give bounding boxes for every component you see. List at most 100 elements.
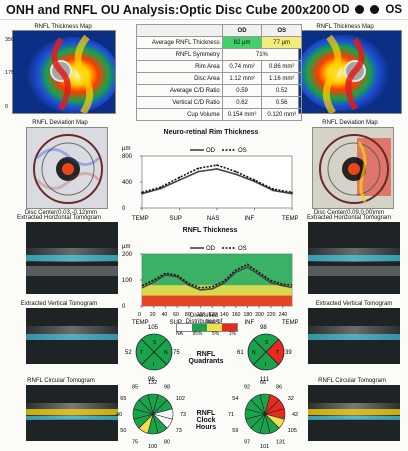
right-horizontal-tomogram-title: Extracted Horizontal Tomogram	[307, 215, 391, 221]
rnfl-y-unit: µm	[122, 244, 130, 250]
rim-y-tick-label: 400	[122, 180, 133, 186]
quadRight-label-right: T	[276, 350, 279, 356]
rim-point-os	[141, 191, 143, 194]
quadRight-value-left: 61	[237, 350, 244, 356]
left-deviation-map-title: RNFL Deviation Map	[32, 120, 88, 126]
rnfl-x-tick-label: 200	[255, 312, 264, 318]
metrics-row-average-rnfl-os: 77 µm	[261, 36, 302, 49]
report-title: ONH and RNFL OU Analysis:Optic Disc Cube…	[6, 2, 331, 17]
right-deviation-map-image	[312, 127, 394, 209]
clockRight-value: 131	[276, 440, 285, 446]
clockLeft-value: 73	[176, 428, 182, 434]
metrics-row-disc-area-label: Disc Area	[136, 72, 223, 85]
quadrants-label: RNFL Quadrants	[188, 351, 224, 365]
quadLeft-label-left: T	[140, 350, 143, 356]
os-label: OS	[385, 3, 402, 16]
legend-swatch-na	[177, 324, 192, 331]
left-scale-0: 0	[5, 104, 9, 110]
quadRight-sector-left	[247, 338, 267, 366]
clockLeft-value: 50	[120, 428, 126, 434]
rim-x-tick-label: TEMP	[132, 216, 149, 222]
right-vertical-highlight	[308, 334, 400, 340]
left-thickness-map-image	[12, 30, 116, 114]
left-vertical-highlight	[26, 334, 118, 340]
metrics-row-average-cd-os: 0.52	[261, 84, 302, 97]
metrics-header-od: OD	[221, 24, 263, 37]
rim-point-os	[291, 191, 293, 194]
rnfl-legend: OD OS	[190, 246, 247, 252]
metrics-row-vertical-cd-label: Vertical C/D Ratio	[136, 96, 223, 109]
quadRight-label-left: N	[252, 350, 256, 356]
left-vertical-tomogram-title: Extracted Vertical Tomogram	[20, 301, 98, 307]
eye-legend: OD OS	[332, 4, 402, 16]
right-horizontal-tomogram-image	[308, 222, 400, 294]
left-vertical-tomogram-image	[26, 308, 118, 364]
rnfl-legend-od-label: OD	[206, 246, 216, 252]
metrics-row-rnfl-symmetry-label: RNFL Symmetry	[136, 48, 223, 61]
right-circular-tomogram-title: RNFL Circular Tomogram	[318, 378, 386, 384]
clockRight-value: 54	[232, 396, 238, 402]
clockLeft-value: 75	[132, 440, 138, 446]
quadLeft-value-top: 105	[148, 325, 159, 331]
rim-y-tick-label: 800	[122, 154, 133, 160]
rnfl-x-tick-label: 40	[161, 312, 167, 318]
clockLeft-segment	[138, 394, 154, 416]
right-horizontal-layer	[308, 266, 400, 276]
rnfl-x-tick-label: 80	[185, 312, 191, 318]
metrics-row-average-cd-label: Average C/D Ratio	[136, 84, 223, 97]
rim-x-tick-label: INF	[245, 216, 255, 222]
rnfl-x-tick-label: 160	[232, 312, 241, 318]
right-disc-center: Disc Center(0.09,0.00)mm	[313, 210, 385, 216]
quadRight-value-bottom: 111	[260, 377, 270, 383]
rim-y-tick-label: 0	[122, 206, 126, 212]
left-circular-highlight-yellow	[26, 409, 118, 415]
rim-point-od	[253, 180, 256, 183]
rim-plot-area	[141, 155, 293, 209]
distribution-legend-swatches	[176, 323, 238, 332]
clockRight-value: 42	[292, 412, 298, 418]
right-thickness-map-title: RNFL Thickness Map	[316, 24, 374, 30]
rnfl-x-tick-label: 240	[279, 312, 288, 318]
rnfl-x-label: TEMP	[132, 320, 149, 326]
clockLeft-value: 85	[132, 384, 138, 390]
right-thickness-map-svg	[299, 31, 401, 113]
metrics-row-rim-area-od: 0.74 mm²	[221, 60, 263, 73]
rnfl-x-tick-label: 220	[267, 312, 276, 318]
rim-legend-os-label: OS	[238, 148, 247, 154]
right-vertical-tomogram-title: Extracted Vertical Tomogram	[315, 301, 393, 307]
clockRight-value: 101	[260, 444, 269, 450]
left-circular-highlight-cyan	[26, 416, 118, 420]
quadRight-value-right: 39	[285, 350, 292, 356]
rim-point-os	[178, 176, 181, 179]
rim-point-od	[234, 173, 237, 176]
clockRight-value: 66	[260, 380, 266, 386]
rim-point-od	[178, 179, 181, 181]
rnfl-y-tick-label: 200	[122, 252, 133, 258]
rim-x-tick-label: NAS	[207, 216, 219, 222]
rim-point-od	[291, 192, 293, 195]
metrics-row-rim-area-os: 0.86 mm²	[261, 60, 302, 73]
rnfl-x-tick-label: 100	[197, 312, 206, 318]
right-vertical-tomogram-image	[308, 308, 400, 364]
rim-point-os	[216, 164, 218, 166]
left-circular-tomogram-image	[26, 385, 118, 441]
left-deviation-map-image	[26, 127, 108, 209]
legend-label-95: 95%	[192, 331, 203, 337]
left-disc-center: Disc Center(0.03,-0.12)mm	[24, 210, 98, 216]
quadLeft-label-right: N	[164, 350, 168, 356]
metrics-row-cup-volume-os: 0.120 mm³	[261, 108, 302, 121]
left-horizontal-layer	[26, 266, 118, 276]
quadRight-label-s: S	[265, 340, 269, 346]
quadLeft-value-left: 52	[125, 350, 132, 356]
left-horizontal-tomogram-title: Extracted Horizontal Tomogram	[17, 215, 101, 221]
rnfl-y-tick-label: 0	[122, 304, 126, 310]
rim-point-os	[159, 186, 162, 189]
quadLeft-value-bottom: 96	[148, 377, 155, 383]
metrics-table: OD OS Average RNFL Thickness 82 µm 77 µm…	[136, 24, 303, 121]
rim-x-tick-label: TEMP	[282, 216, 298, 222]
rim-x-tick-label: SUP	[170, 216, 182, 222]
metrics-row-rim-area-label: Rim Area	[136, 60, 223, 73]
rnfl-x-tick-label: 20	[150, 312, 156, 318]
